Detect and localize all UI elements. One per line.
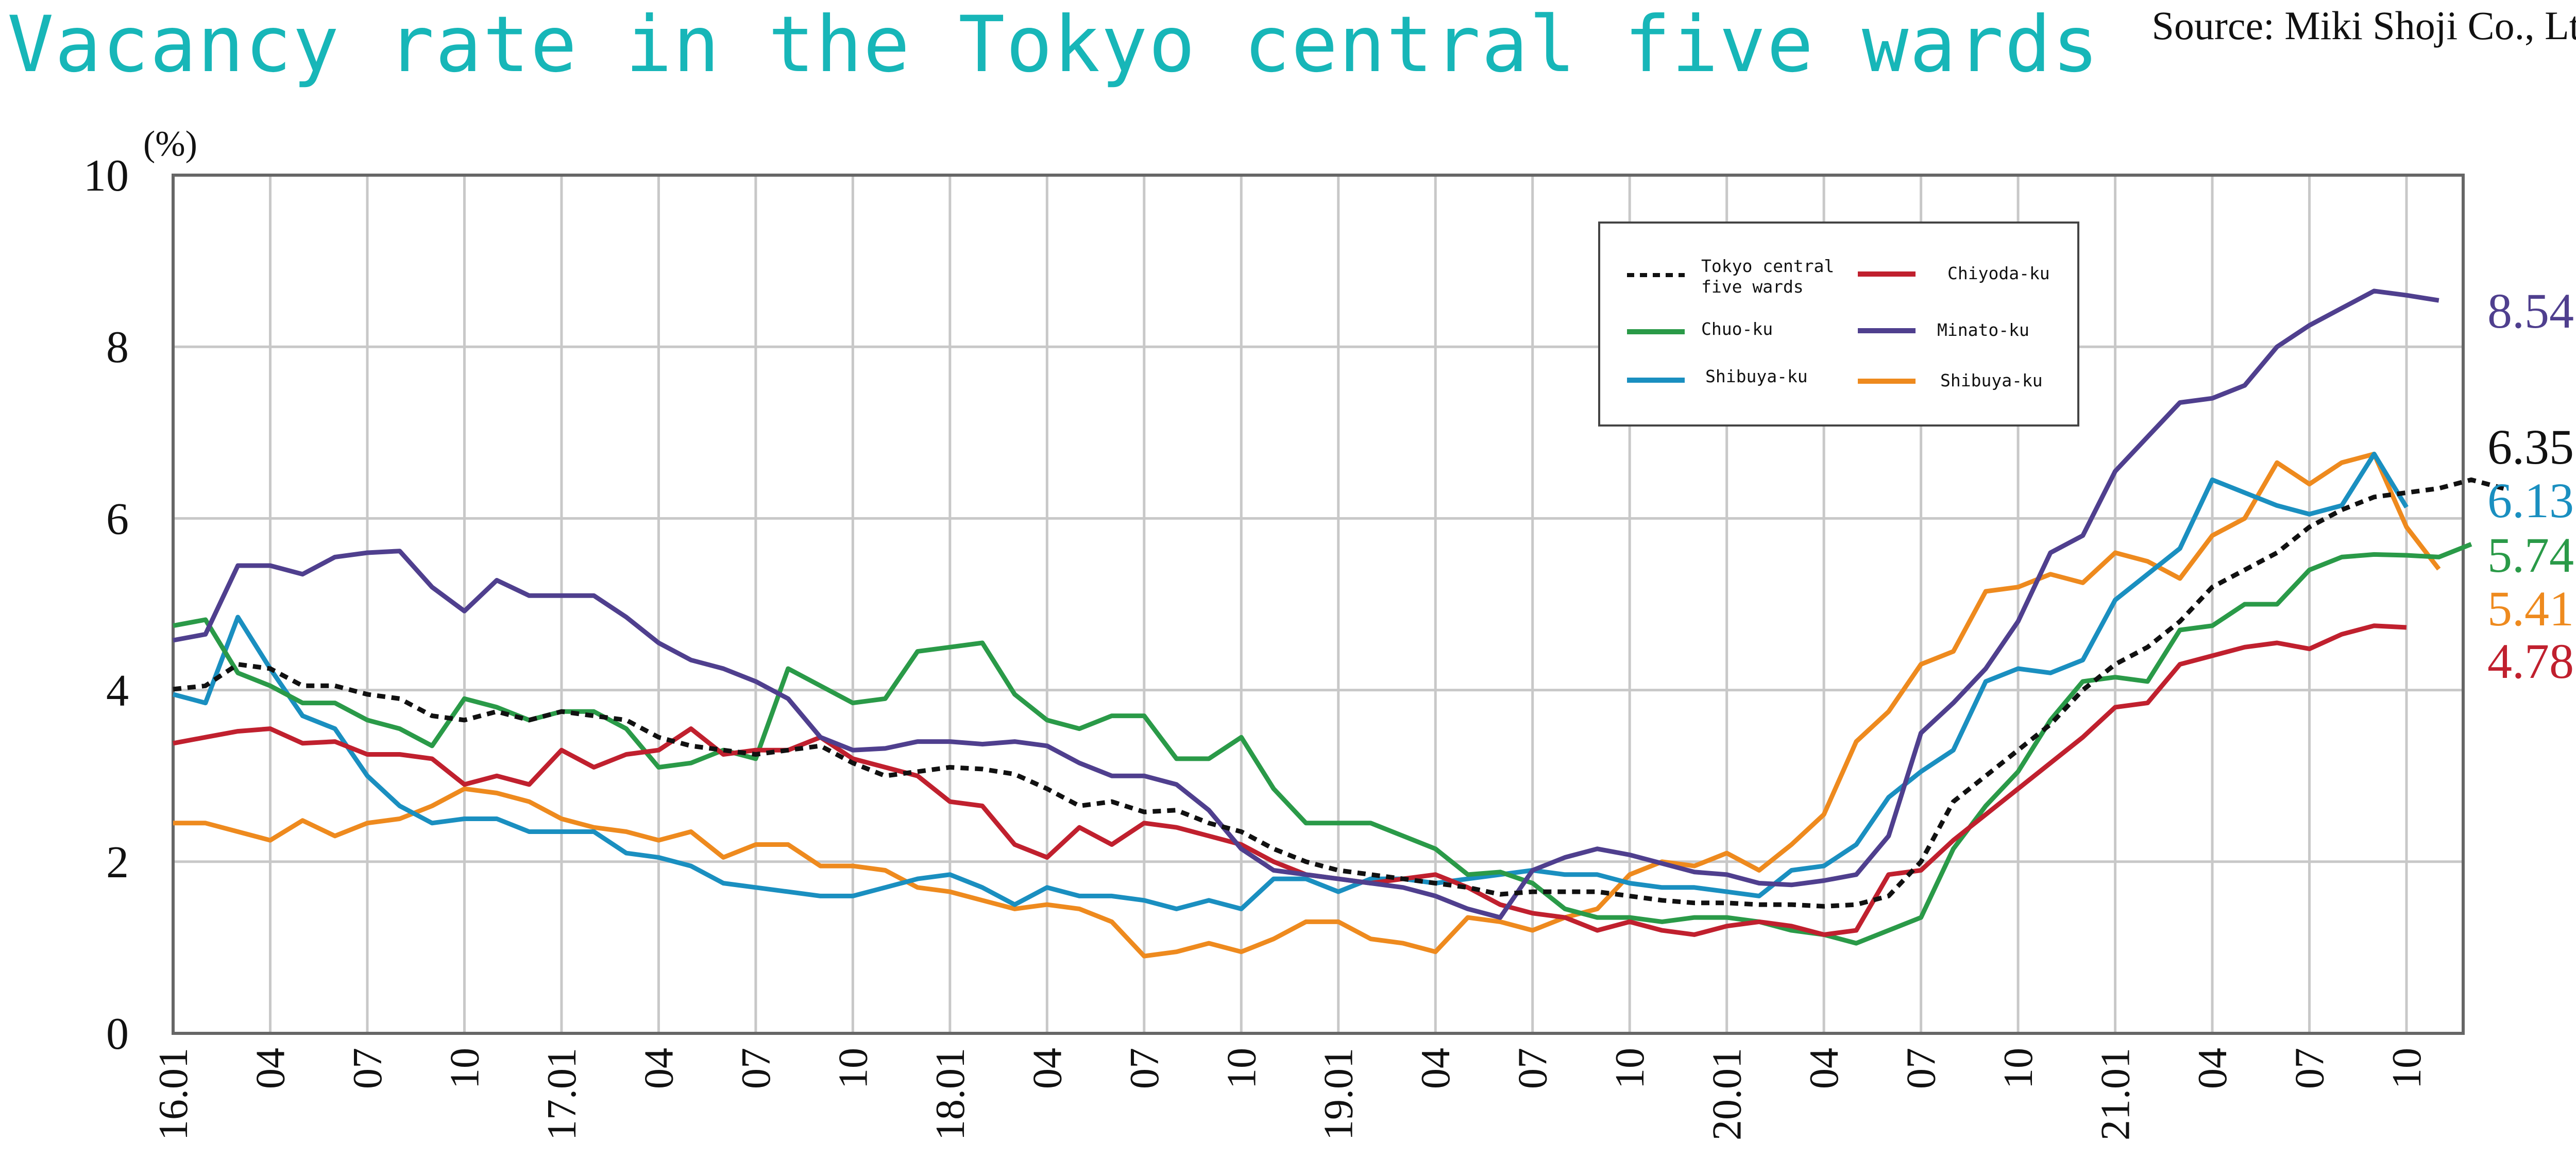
legend-label-tokyo: Tokyo central five wards [1701, 256, 1844, 297]
legend: Tokyo central five wards Chiyoda-ku Chuo… [1598, 222, 2079, 427]
x-tick-label: 07 [1511, 1048, 1556, 1089]
x-tick-label: 07 [345, 1048, 391, 1089]
legend-label-minato: Minato-ku [1937, 320, 2029, 340]
legend-label-chuo: Chuo-ku [1701, 319, 1773, 339]
y-unit-label: (%) [143, 124, 197, 164]
x-tick-label: 04 [2190, 1048, 2235, 1089]
end-labels: 8.54 6.356.135.745.414.78 [2487, 283, 2574, 689]
x-tick-label: 16.01 [151, 1048, 196, 1140]
x-tick-label: 20.01 [1705, 1048, 1750, 1140]
gridlines [173, 175, 2463, 1033]
x-tick-label: 07 [1899, 1048, 1944, 1089]
end-label: 6.35 [2487, 419, 2574, 474]
x-tick-label: 21.01 [2093, 1048, 2139, 1140]
x-tick-label: 04 [636, 1048, 682, 1089]
chart-title: Vacancy rate in the Tokyo central five w… [7, 0, 2100, 90]
end-label: 5.41 [2487, 581, 2574, 636]
x-tick-label: 10 [2384, 1048, 2430, 1089]
legend-label-tokyo-line2: five wards [1701, 277, 1804, 297]
y-tick-label: 8 [106, 322, 129, 372]
y-tick-label: 10 [83, 151, 129, 201]
end-label: 6.13 [2487, 473, 2574, 528]
end-label: 4.78 [2487, 634, 2574, 689]
x-tick-label: 04 [1413, 1048, 1459, 1089]
series-line-2 [172, 451, 2409, 911]
series-line-1 [173, 542, 2472, 946]
y-tick-label: 6 [106, 494, 129, 544]
series-lines [172, 288, 2504, 959]
x-tick-label: 04 [1802, 1048, 1847, 1089]
x-tick-label: 10 [1607, 1048, 1653, 1089]
legend-label-chiyoda: Chiyoda-ku [1947, 263, 2050, 283]
end-label: 5.74 [2487, 527, 2574, 583]
legend-label-shibuya-orange: Shibuya-ku [1940, 370, 2043, 390]
x-tick-label: 04 [1025, 1048, 1070, 1089]
x-tick-label: 19.01 [1316, 1048, 1362, 1140]
end-label: 8.54 [2487, 283, 2574, 338]
series-line-4 [173, 288, 2439, 920]
x-tick-label: 17.01 [539, 1048, 585, 1140]
x-tick-label: 10 [831, 1048, 876, 1089]
x-tick-label: 04 [248, 1048, 293, 1089]
x-tick-label: 10 [1219, 1048, 1264, 1089]
legend-label-tokyo-line1: Tokyo central [1701, 256, 1834, 276]
x-tick-label: 18.01 [928, 1048, 973, 1140]
axes: 0 2 4 6 8 10 16.01 04 07 10 17.01 04 07 10 18.01 04 07 10… [83, 151, 2430, 1140]
y-tick-label: 2 [106, 838, 129, 888]
series-line-5 [173, 451, 2441, 959]
legend-label-shibuya-blue: Shibuya-ku [1705, 366, 1808, 386]
series-line-3 [173, 623, 2407, 937]
x-tick-label: 07 [1122, 1048, 1167, 1089]
y-tick-label: 4 [106, 666, 129, 716]
y-tick-label: 0 [106, 1009, 129, 1059]
series-line-0 [173, 477, 2504, 909]
source-note: Source: Miki Shoji Co., Ltd. [2151, 3, 2576, 48]
x-tick-label: 07 [734, 1048, 779, 1089]
x-tick-label: 10 [442, 1048, 487, 1089]
x-tick-label: 10 [1996, 1048, 2041, 1089]
plot-frame [172, 174, 2465, 1035]
x-tick-label: 07 [2287, 1048, 2333, 1089]
